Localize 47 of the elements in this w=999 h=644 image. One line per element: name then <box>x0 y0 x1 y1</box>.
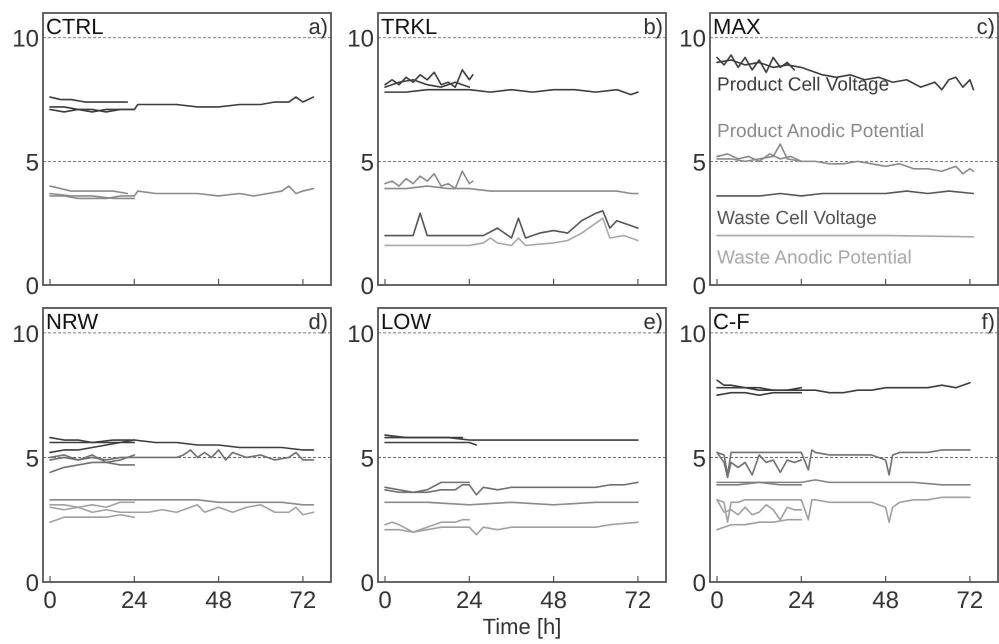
y-tick-label: 5 <box>26 149 39 176</box>
chart-title: MAX <box>713 14 761 39</box>
series-label: Waste Cell Voltage <box>717 208 877 229</box>
y-tick-label: 10 <box>12 320 39 348</box>
x-tick-label: 48 <box>540 587 567 614</box>
y-tick-label: 0 <box>692 570 706 597</box>
annotation: d) <box>308 309 328 334</box>
x-tick-label: 48 <box>205 587 232 614</box>
x-tick-label: 24 <box>456 587 483 614</box>
y-tick-label: 10 <box>679 320 706 348</box>
series-label: Product Cell Voltage <box>717 74 890 96</box>
chart-title: C-F <box>713 309 750 334</box>
y-tick-label: 5 <box>692 445 706 472</box>
y-tick-label: 10 <box>679 26 706 53</box>
x-tick-label: 48 <box>872 587 899 614</box>
annotation: e) <box>643 309 663 334</box>
x-tick-label: 72 <box>956 587 984 614</box>
series-label: Product Anodic Potential <box>717 120 924 142</box>
y-tick-label: 0 <box>360 273 374 300</box>
series-label: Waste Anodic Potential <box>717 248 912 269</box>
annotation: c) <box>976 14 995 39</box>
y-tick-label: 5 <box>26 445 39 472</box>
annotation: a) <box>308 14 328 39</box>
y-tick-label: 5 <box>692 149 706 176</box>
y-tick-label: 10 <box>12 26 39 53</box>
x-tick-label: 24 <box>120 587 148 614</box>
y-tick-label: 0 <box>26 273 39 300</box>
chart-title: LOW <box>381 309 432 334</box>
y-tick-label: 10 <box>347 320 374 348</box>
x-tick-label: 0 <box>710 587 724 614</box>
y-tick-label: 10 <box>347 26 374 53</box>
y-tick-label: 5 <box>360 445 374 472</box>
y-tick-label: 5 <box>360 149 374 176</box>
y-tick-label: 0 <box>26 570 39 597</box>
chart-title: CTRL <box>46 14 104 39</box>
x-tick-label: 0 <box>43 587 57 614</box>
y-tick-label: 0 <box>360 570 374 597</box>
x-tick-label: 0 <box>378 587 392 614</box>
y-tick-label: 0 <box>692 273 706 300</box>
chart-title: NRW <box>46 309 98 334</box>
x-axis-title: Time [h] <box>482 614 562 639</box>
annotation: b) <box>643 14 663 39</box>
x-tick-label: 72 <box>290 587 316 614</box>
x-tick-label: 72 <box>624 587 652 614</box>
annotation: f) <box>982 309 995 334</box>
x-tick-label: 24 <box>788 587 815 614</box>
chart-title: TRKL <box>381 14 438 39</box>
